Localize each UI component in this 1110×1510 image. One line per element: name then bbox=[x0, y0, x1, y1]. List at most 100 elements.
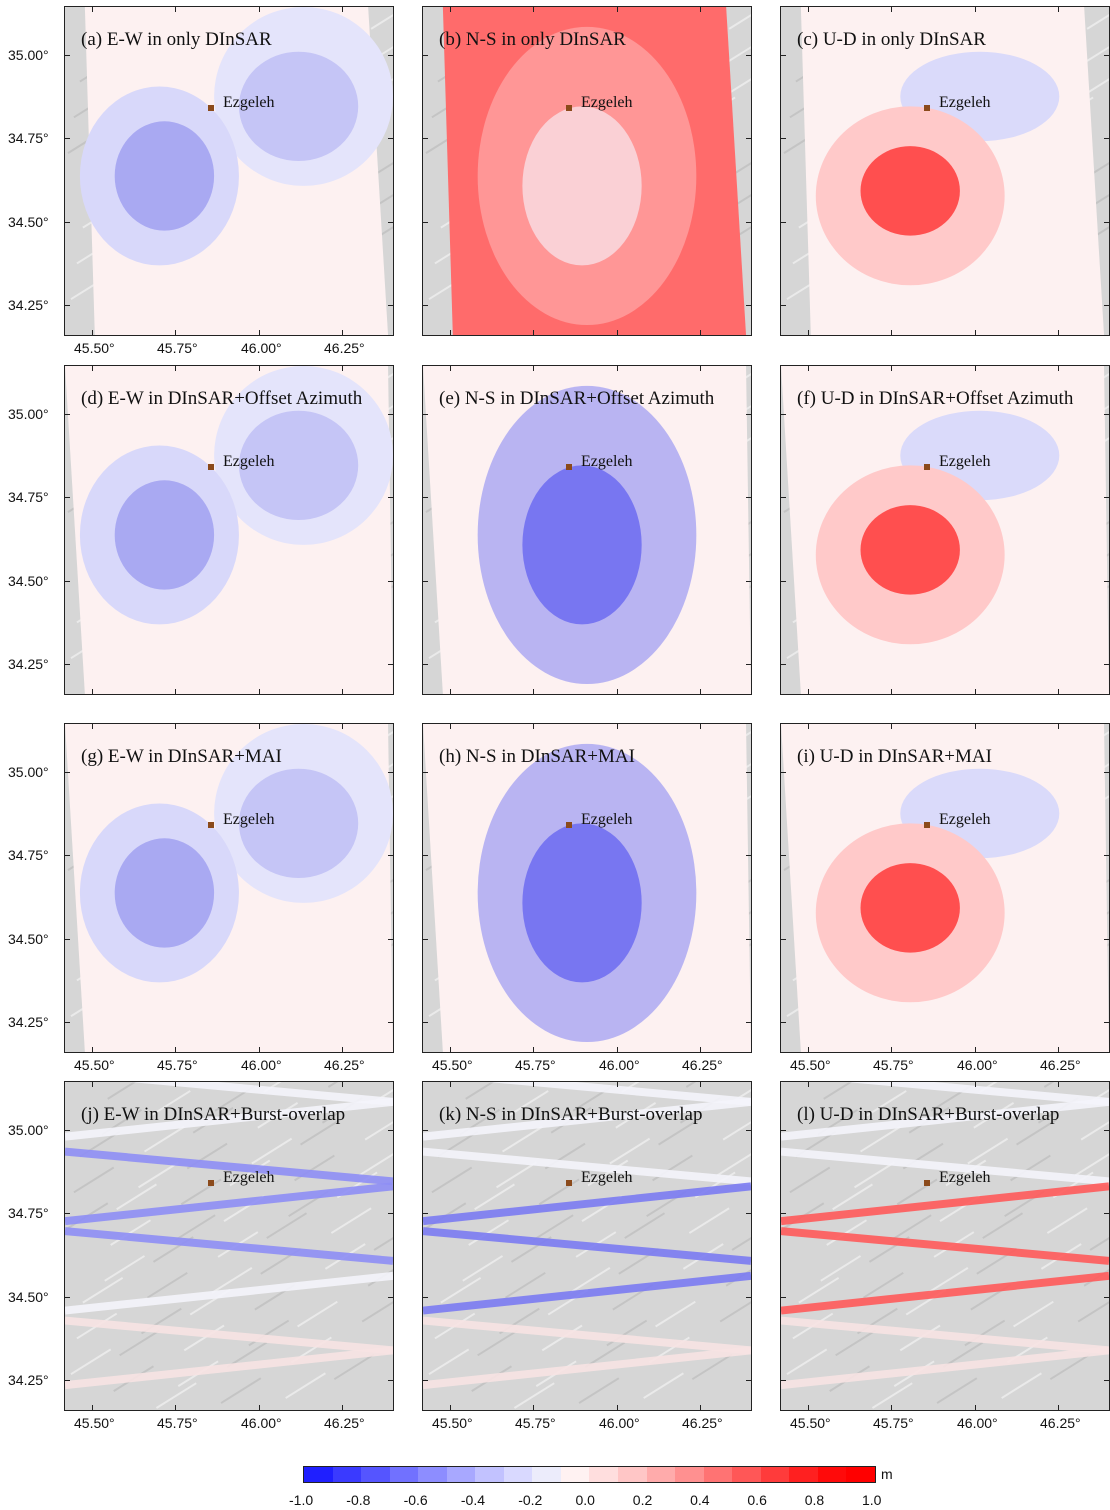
terrain-texture bbox=[1013, 1300, 1054, 1328]
burst-overlap-stripe bbox=[846, 1082, 1109, 1106]
displacement-lobe bbox=[860, 146, 960, 236]
longitude-label: 45.50° bbox=[790, 1415, 831, 1431]
lat-tick bbox=[746, 855, 752, 856]
lon-tick bbox=[342, 1047, 343, 1053]
colorbar-swatch bbox=[732, 1467, 761, 1482]
terrain-texture bbox=[609, 1137, 651, 1165]
displacement-lobe bbox=[522, 106, 642, 266]
colorbar-swatch bbox=[503, 1467, 533, 1482]
lon-tick bbox=[808, 330, 809, 336]
burst-overlap-stripe bbox=[65, 1147, 393, 1186]
burst-overlap-stripe bbox=[65, 1316, 393, 1355]
terrain-texture bbox=[211, 1267, 253, 1294]
lon-tick bbox=[617, 689, 618, 695]
lat-tick bbox=[388, 222, 394, 223]
lat-tick bbox=[64, 138, 70, 139]
town-label: Ezgeleh bbox=[223, 453, 275, 470]
lat-tick bbox=[746, 55, 752, 56]
terrain-texture bbox=[578, 1377, 620, 1404]
lat-tick bbox=[64, 772, 70, 773]
lat-tick bbox=[64, 497, 70, 498]
lon-tick bbox=[891, 330, 892, 336]
lon-tick bbox=[92, 365, 93, 371]
terrain-texture bbox=[823, 1082, 853, 1100]
lon-tick bbox=[700, 1405, 701, 1411]
lon-tick bbox=[450, 1405, 451, 1411]
lon-tick bbox=[342, 330, 343, 336]
town-marker bbox=[924, 1180, 930, 1186]
terrain-texture bbox=[835, 1329, 876, 1357]
terrain-texture bbox=[1049, 1353, 1091, 1381]
burst-overlap-stripe bbox=[423, 1227, 751, 1265]
lat-tick bbox=[1104, 138, 1110, 139]
lat-tick bbox=[388, 1297, 394, 1298]
latitude-label: 34.75° bbox=[8, 1205, 49, 1221]
displacement-map bbox=[423, 724, 751, 1052]
lon-tick bbox=[259, 1081, 260, 1087]
displacement-map bbox=[65, 366, 393, 694]
longitude-label: 45.75° bbox=[157, 1057, 198, 1073]
terrain-texture bbox=[731, 162, 751, 176]
lon-tick bbox=[450, 723, 451, 729]
colorbar-tick-label: -0.8 bbox=[346, 1492, 371, 1508]
burst-overlap-stripe bbox=[781, 1346, 1109, 1390]
longitude-label: 45.75° bbox=[515, 1057, 556, 1073]
burst-overlap-stripe bbox=[781, 1182, 1109, 1226]
lat-tick bbox=[422, 138, 428, 139]
lon-tick bbox=[891, 1081, 892, 1087]
latitude-label: 35.00° bbox=[8, 47, 49, 63]
terrain-texture bbox=[731, 1237, 751, 1251]
displacement-lobe bbox=[114, 121, 215, 231]
displacement-lobe bbox=[238, 410, 359, 521]
terrain-texture bbox=[655, 1300, 696, 1328]
lat-tick bbox=[746, 222, 752, 223]
latitude-label: 34.50° bbox=[8, 931, 49, 947]
lon-tick bbox=[259, 689, 260, 695]
lat-tick bbox=[780, 855, 786, 856]
lat-tick bbox=[780, 1022, 786, 1023]
terrain-texture bbox=[871, 1382, 913, 1409]
terrain-texture bbox=[462, 1255, 504, 1282]
lat-tick bbox=[780, 222, 786, 223]
lat-tick bbox=[388, 1130, 394, 1131]
longitude-label: 46.25° bbox=[1040, 1415, 1081, 1431]
lon-tick bbox=[975, 330, 976, 336]
latitude-label: 34.75° bbox=[8, 847, 49, 863]
lon-tick bbox=[342, 1081, 343, 1087]
terrain-texture bbox=[1086, 14, 1109, 30]
terrain-texture bbox=[358, 1153, 393, 1177]
terrain-texture bbox=[1089, 162, 1109, 176]
lon-tick bbox=[700, 1081, 701, 1087]
lon-tick bbox=[175, 1081, 176, 1087]
lat-tick bbox=[422, 664, 428, 665]
terrain-texture bbox=[428, 1348, 470, 1376]
town-label: Ezgeleh bbox=[223, 94, 275, 111]
lat-tick bbox=[746, 664, 752, 665]
terrain-texture bbox=[373, 162, 393, 176]
lat-tick bbox=[746, 414, 752, 415]
lat-tick bbox=[64, 855, 70, 856]
longitude-label: 45.75° bbox=[515, 1415, 556, 1431]
burst-overlap-stripe bbox=[781, 1147, 1109, 1186]
burst-overlap-stripe bbox=[423, 1316, 751, 1355]
lon-tick bbox=[259, 365, 260, 371]
lat-tick bbox=[780, 55, 786, 56]
panel-title: (i) U-D in DInSAR+MAI bbox=[797, 746, 992, 767]
longitude-label: 45.75° bbox=[873, 1415, 914, 1431]
town-label: Ezgeleh bbox=[223, 1169, 275, 1186]
longitude-label: 45.50° bbox=[74, 1057, 115, 1073]
lon-tick bbox=[533, 689, 534, 695]
colorbar-swatch bbox=[589, 1467, 619, 1482]
lat-tick bbox=[746, 305, 752, 306]
longitude-label: 46.00° bbox=[241, 1415, 282, 1431]
terrain-texture bbox=[155, 1382, 197, 1409]
terrain-texture bbox=[826, 1219, 868, 1246]
lon-tick bbox=[342, 723, 343, 729]
lat-tick bbox=[1104, 222, 1110, 223]
map-panel-b: (b) N-S in only DInSAR Ezgeleh bbox=[422, 6, 752, 336]
lat-tick bbox=[422, 1213, 428, 1214]
displacement-lobe bbox=[522, 465, 642, 625]
lat-tick bbox=[1104, 414, 1110, 415]
terrain-texture bbox=[1080, 1121, 1109, 1141]
lat-tick bbox=[422, 1130, 428, 1131]
